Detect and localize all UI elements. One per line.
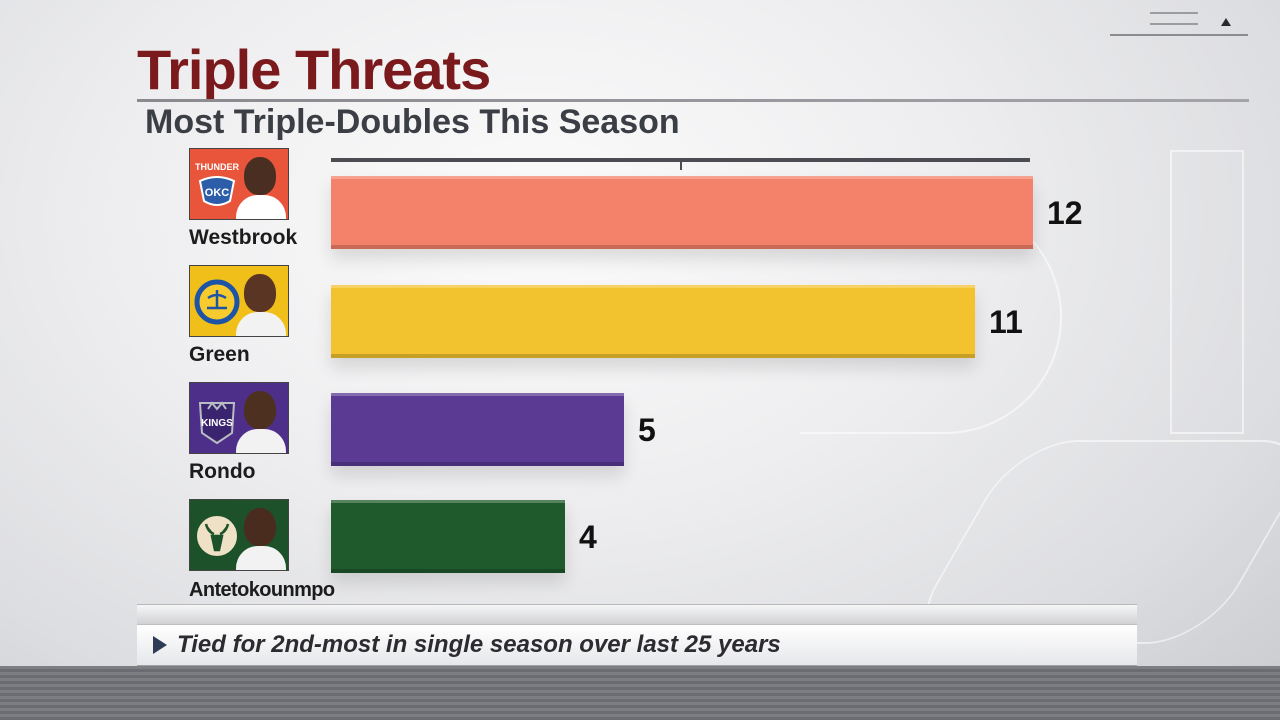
player-photo [234,500,288,570]
bar-value-label: 4 [579,519,597,555]
play-arrow-icon [153,636,167,654]
player-photo [234,149,288,219]
bar-westbrook [331,176,1033,249]
footer-note: Tied for 2nd-most in single season over … [177,631,781,658]
bar-antetokounmpo [331,500,565,573]
page-title: Triple Threats [137,38,491,101]
thunder-logo-icon: THUNDER OKC [194,157,240,213]
page-subtitle: Most Triple-Doubles This Season [145,103,680,141]
bar-value-label: 12 [1047,195,1083,231]
menu-lines-icon [1150,12,1200,30]
bucks-logo-icon [194,508,240,564]
title-divider [137,99,1249,102]
player-headshot-westbrook: THUNDER OKC [189,148,289,220]
player-photo [234,383,288,453]
warriors-logo-icon [194,274,240,330]
player-headshot-antetokounmpo [189,499,289,571]
player-headshot-green [189,265,289,337]
bar-rondo [331,393,624,466]
player-photo [234,266,288,336]
corner-divider [1110,34,1248,36]
svg-text:THUNDER: THUNDER [195,162,239,172]
footer-bar: Tied for 2nd-most in single season over … [137,624,1137,667]
triangle-up-icon [1221,18,1231,26]
player-name: Antetokounmpo [189,579,335,601]
svg-text:OKC: OKC [205,187,230,199]
bar-value-label: 5 [638,412,656,448]
player-name: Rondo [189,460,256,483]
svg-text:KINGS: KINGS [201,418,233,429]
bar-value-label: 11 [989,304,1023,340]
player-name: Green [189,343,250,366]
bar-green [331,285,975,358]
player-name: Westbrook [189,226,298,249]
player-headshot-rondo: KINGS [189,382,289,454]
footer-band [137,604,1137,625]
floor-stripes [0,666,1280,720]
background-decoration [1170,150,1244,434]
kings-logo-icon: KINGS [194,391,240,447]
